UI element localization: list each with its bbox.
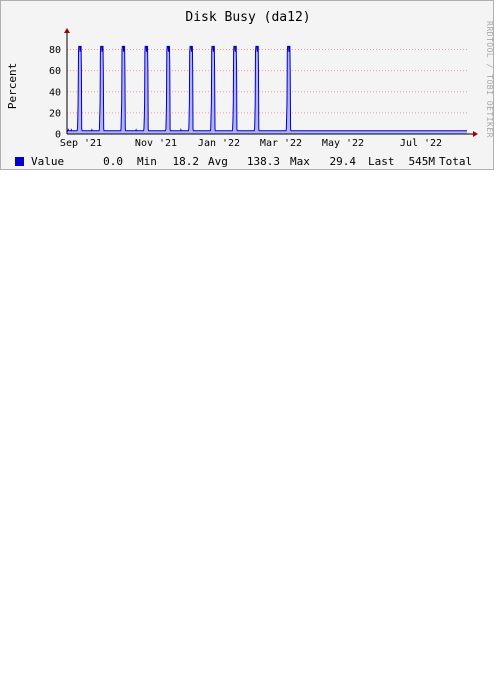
legend-max-label: Max [290, 155, 310, 168]
legend-min: 18.2 [173, 155, 200, 168]
legend-last-label: Last [368, 155, 395, 168]
legend-label: Value [31, 155, 64, 168]
legend-min-label: Min [137, 155, 157, 168]
plot-area: 0 20 40 60 80 Sep '21 Nov '21 Jan '22 Mar '22 May… [49, 28, 478, 149]
legend-avg: 138.3 [247, 155, 280, 168]
x-tick-label: May '22 [322, 138, 364, 149]
y-tick-label: 80 [49, 45, 61, 56]
legend-swatch [15, 157, 24, 166]
y-tick-label: 60 [49, 66, 61, 77]
series-area [67, 46, 467, 134]
grid [67, 49, 467, 135]
y-tick-label: 0 [55, 130, 61, 141]
legend: Value 0.0 Min 18.2 Avg 138.3 Max 29.4 La… [15, 155, 472, 168]
legend-total-label: Total [439, 155, 472, 168]
chart-svg-da12: Disk Busy (da12) Percent RRDTOOL / TOBI … [6, 10, 494, 168]
y-axis-label: Percent [6, 63, 19, 109]
series-line [67, 45, 467, 132]
x-tick-label: Jan '22 [198, 138, 240, 149]
x-tick-label: Mar '22 [260, 138, 302, 149]
watermark: RRDTOOL / TOBI OETIKER [485, 21, 494, 138]
legend-avg-label: Avg [208, 155, 228, 168]
chart-title: Disk Busy (da12) [185, 10, 310, 25]
x-tick-label: Nov '21 [135, 138, 177, 149]
y-tick-label: 40 [49, 87, 61, 98]
legend-max: 29.4 [330, 155, 357, 168]
y-tick-label: 20 [49, 108, 61, 119]
x-axis-arrow [473, 131, 478, 137]
y-axis-arrow [64, 28, 70, 33]
x-tick-label: Sep '21 [60, 138, 102, 149]
legend-current: 0.0 [103, 155, 123, 168]
chart-panel-da12: Disk Busy (da12) Percent RRDTOOL / TOBI … [0, 0, 494, 170]
x-tick-label: Jul '22 [400, 138, 442, 149]
legend-last: 545M [409, 155, 436, 168]
